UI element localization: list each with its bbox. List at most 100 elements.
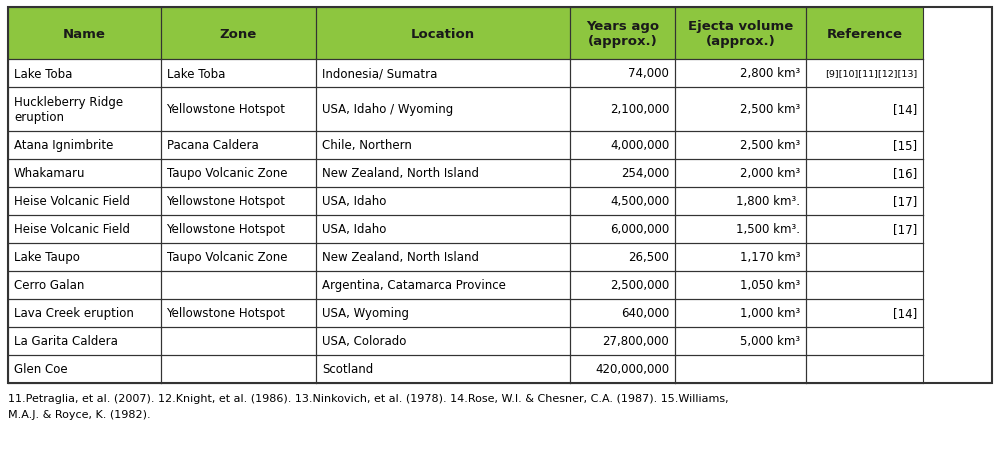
Bar	[570, 132, 675, 159]
Text: USA, Idaho / Wyoming: USA, Idaho / Wyoming	[322, 103, 453, 116]
Text: 1,500 km³.: 1,500 km³.	[736, 223, 800, 236]
Bar	[161, 244, 316, 271]
Bar	[161, 159, 316, 188]
Bar	[316, 271, 570, 299]
Text: Huckleberry Ridge
eruption: Huckleberry Ridge eruption	[14, 96, 123, 124]
Bar	[675, 216, 806, 244]
Text: USA, Idaho: USA, Idaho	[322, 223, 386, 236]
Text: Years ago
(approx.): Years ago (approx.)	[586, 20, 659, 48]
Text: Zone: Zone	[220, 28, 257, 40]
Bar	[675, 188, 806, 216]
Text: 2,100,000: 2,100,000	[610, 103, 669, 116]
Bar	[8, 8, 161, 60]
Text: 6,000,000: 6,000,000	[610, 223, 669, 236]
Text: Cerro Galan: Cerro Galan	[14, 279, 84, 292]
Bar	[675, 8, 806, 60]
Bar	[8, 244, 161, 271]
Bar	[316, 132, 570, 159]
Bar	[806, 8, 923, 60]
Text: 1,000 km³: 1,000 km³	[740, 307, 800, 320]
Text: 2,500 km³: 2,500 km³	[740, 139, 800, 152]
Text: Yellowstone Hotspot: Yellowstone Hotspot	[167, 223, 286, 236]
Bar	[675, 244, 806, 271]
Text: Argentina, Catamarca Province: Argentina, Catamarca Province	[322, 279, 506, 292]
Text: 1,170 km³: 1,170 km³	[740, 251, 800, 264]
Bar	[161, 60, 316, 88]
Text: [9][10][11][12][13]: [9][10][11][12][13]	[825, 69, 917, 79]
Bar	[161, 299, 316, 327]
Text: 4,000,000: 4,000,000	[610, 139, 669, 152]
Text: 2,000 km³: 2,000 km³	[740, 167, 800, 180]
Bar	[806, 327, 923, 355]
Bar	[161, 188, 316, 216]
Bar	[8, 271, 161, 299]
Text: Lava Creek eruption: Lava Creek eruption	[14, 307, 134, 320]
Bar	[8, 299, 161, 327]
Text: Lake Taupo: Lake Taupo	[14, 251, 80, 264]
Text: Reference: Reference	[827, 28, 903, 40]
Bar	[8, 216, 161, 244]
Bar	[675, 132, 806, 159]
Bar	[675, 159, 806, 188]
Bar	[806, 188, 923, 216]
Bar	[316, 355, 570, 383]
Text: 1,800 km³.: 1,800 km³.	[736, 195, 800, 208]
Bar	[570, 244, 675, 271]
Text: La Garita Caldera: La Garita Caldera	[14, 335, 118, 348]
Bar	[570, 327, 675, 355]
Text: [15]: [15]	[893, 139, 917, 152]
Text: USA, Wyoming: USA, Wyoming	[322, 307, 409, 320]
Bar	[8, 327, 161, 355]
Bar	[806, 132, 923, 159]
Bar	[675, 299, 806, 327]
Bar	[806, 244, 923, 271]
Text: Glen Coe: Glen Coe	[14, 363, 68, 376]
Text: 5,000 km³: 5,000 km³	[740, 335, 800, 348]
Bar	[675, 88, 806, 132]
Text: 640,000: 640,000	[621, 307, 669, 320]
Text: 4,500,000: 4,500,000	[610, 195, 669, 208]
Text: 74,000: 74,000	[628, 68, 669, 80]
Bar	[806, 159, 923, 188]
Bar	[316, 159, 570, 188]
Bar	[570, 88, 675, 132]
Bar	[570, 216, 675, 244]
Bar	[806, 299, 923, 327]
Text: Taupo Volcanic Zone: Taupo Volcanic Zone	[167, 167, 287, 180]
Text: 2,500,000: 2,500,000	[610, 279, 669, 292]
Text: 420,000,000: 420,000,000	[595, 363, 669, 376]
Bar	[675, 271, 806, 299]
Bar	[570, 271, 675, 299]
Bar	[161, 271, 316, 299]
Bar	[316, 327, 570, 355]
Bar	[570, 159, 675, 188]
Bar	[570, 8, 675, 60]
Text: Name: Name	[63, 28, 106, 40]
Bar	[8, 8, 992, 383]
Bar	[8, 159, 161, 188]
Bar	[806, 355, 923, 383]
Text: 2,500 km³: 2,500 km³	[740, 103, 800, 116]
Bar	[806, 216, 923, 244]
Text: Location: Location	[411, 28, 475, 40]
Text: USA, Colorado: USA, Colorado	[322, 335, 406, 348]
Bar	[8, 355, 161, 383]
Text: Taupo Volcanic Zone: Taupo Volcanic Zone	[167, 251, 287, 264]
Bar	[161, 132, 316, 159]
Bar	[8, 88, 161, 132]
Text: Yellowstone Hotspot: Yellowstone Hotspot	[167, 103, 286, 116]
Bar	[806, 60, 923, 88]
Bar	[316, 88, 570, 132]
Text: Scotland: Scotland	[322, 363, 373, 376]
Text: [17]: [17]	[893, 195, 917, 208]
Text: New Zealand, North Island: New Zealand, North Island	[322, 167, 479, 180]
Text: [16]: [16]	[893, 167, 917, 180]
Bar	[8, 60, 161, 88]
Bar	[316, 8, 570, 60]
Bar	[570, 299, 675, 327]
Text: Indonesia/ Sumatra: Indonesia/ Sumatra	[322, 68, 437, 80]
Bar	[161, 88, 316, 132]
Bar	[675, 60, 806, 88]
Text: Ejecta volume
(approx.): Ejecta volume (approx.)	[688, 20, 793, 48]
Bar	[316, 60, 570, 88]
